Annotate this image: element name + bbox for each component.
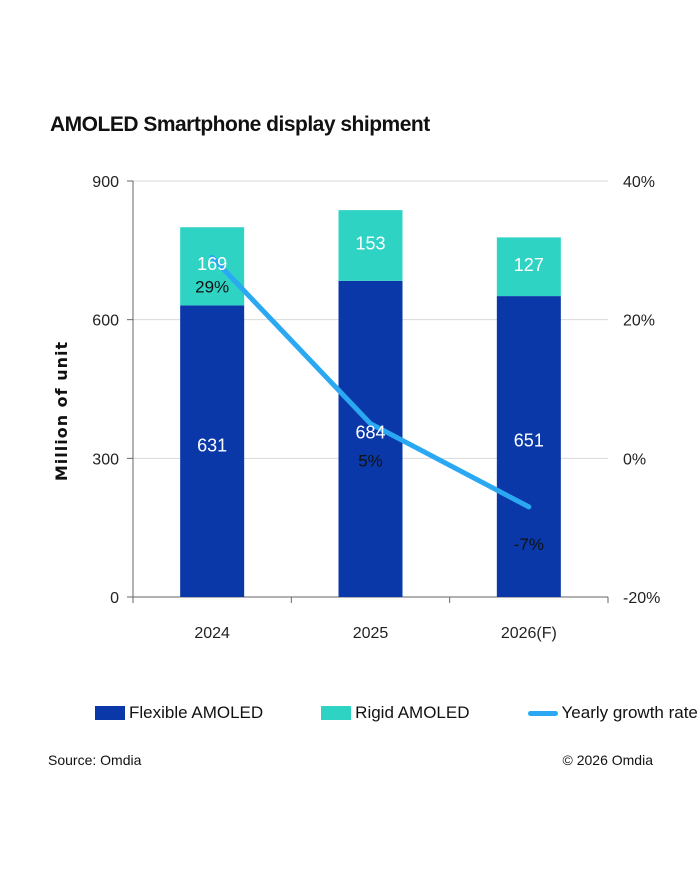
y-axis-label: Million of unit bbox=[52, 341, 71, 481]
bar-flexible bbox=[180, 305, 245, 597]
growth-point bbox=[210, 255, 214, 259]
bar-value-label: 153 bbox=[355, 233, 385, 253]
y2-tick-label: 20% bbox=[623, 313, 655, 330]
bar-rigid bbox=[338, 210, 403, 281]
y2-tick-label: 40% bbox=[623, 174, 655, 191]
growth-point bbox=[527, 505, 531, 509]
bar-value-label: 169 bbox=[197, 254, 227, 274]
bar-flexible bbox=[338, 280, 403, 597]
y-tick-label: 600 bbox=[92, 313, 119, 330]
legend-item-rigid: Rigid AMOLED bbox=[321, 703, 470, 723]
legend-swatch-rigid bbox=[321, 706, 352, 720]
legend-label-rigid: Rigid AMOLED bbox=[355, 703, 470, 722]
copyright-note: © 2026 Omdia bbox=[562, 752, 653, 768]
growth-rate-label: 29% bbox=[195, 277, 229, 296]
y-tick-label: 300 bbox=[92, 451, 119, 468]
y-tick-label: 900 bbox=[92, 174, 119, 191]
bar-rigid bbox=[496, 237, 561, 297]
legend: Flexible AMOLED Rigid AMOLED Yearly grow… bbox=[95, 703, 698, 723]
y2-tick-label: -20% bbox=[623, 590, 660, 607]
legend-item-growth: Yearly growth rate bbox=[527, 703, 698, 723]
y2-tick-label: 0% bbox=[623, 451, 646, 468]
bar-value-label: 127 bbox=[514, 255, 544, 275]
bar-value-label: 651 bbox=[514, 431, 544, 451]
y-tick-label: 0 bbox=[110, 590, 119, 607]
legend-label-flexible: Flexible AMOLED bbox=[129, 703, 264, 722]
x-tick-label: 2025 bbox=[353, 625, 389, 642]
bar-rigid bbox=[180, 227, 245, 306]
bars bbox=[180, 210, 561, 597]
growth-rate-label: -7% bbox=[514, 535, 544, 554]
legend-swatch-flexible bbox=[95, 706, 125, 720]
growth-point bbox=[369, 422, 372, 426]
legend-swatch-growth bbox=[527, 710, 558, 716]
bar-value-label: 631 bbox=[197, 435, 227, 455]
x-tick-label: 2024 bbox=[194, 625, 230, 642]
legend-label-growth: Yearly growth rate bbox=[561, 703, 698, 722]
bar-flexible bbox=[496, 296, 561, 597]
source-note: Source: Omdia bbox=[48, 752, 142, 768]
x-tick-label: 2026(F) bbox=[501, 625, 557, 642]
data-labels: 631 169 684 153 651 127 29% 5% -7% bbox=[195, 233, 544, 554]
bar-value-label: 684 bbox=[355, 423, 385, 443]
legend-item-flexible: Flexible AMOLED bbox=[95, 703, 263, 723]
growth-line bbox=[209, 254, 532, 510]
growth-rate-label: 5% bbox=[358, 452, 383, 471]
chart-title: AMOLED Smartphone display shipment bbox=[50, 113, 430, 136]
